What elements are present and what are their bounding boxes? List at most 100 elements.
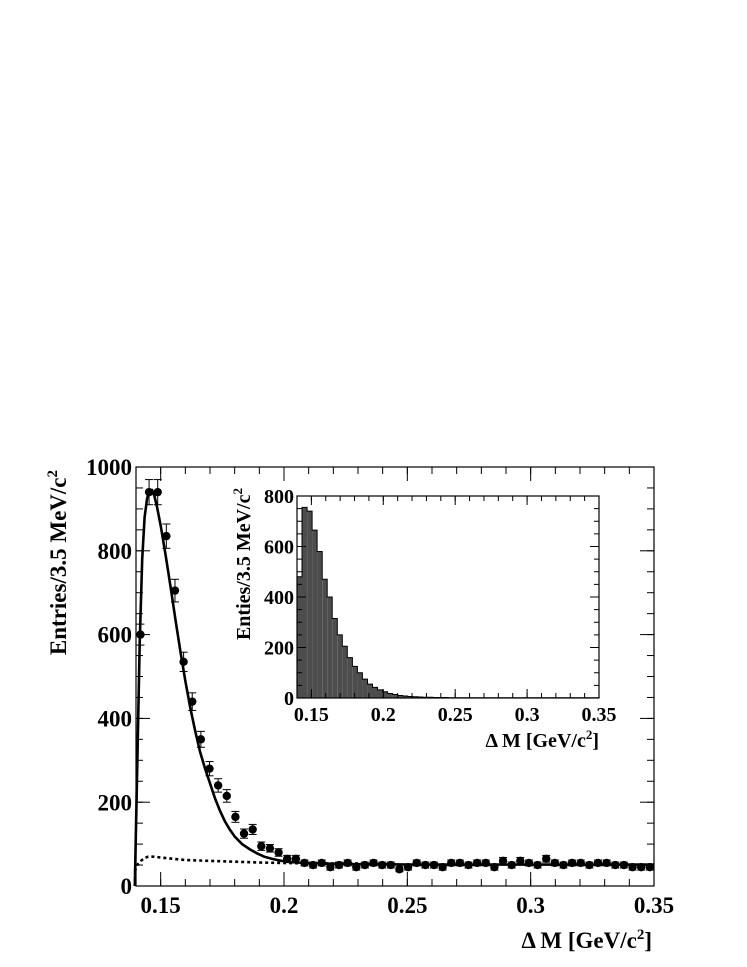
inset-plot: 0.15 0.2 0.25 0.3 0.35 0 200 400 600 800 Δ M [Ge… bbox=[230, 486, 617, 752]
data-marker bbox=[360, 860, 370, 870]
main-x-axis-label: Δ M [GeV/c2] bbox=[522, 927, 653, 953]
data-point bbox=[179, 651, 188, 672]
data-point bbox=[369, 858, 378, 868]
data-point bbox=[257, 841, 266, 851]
data-point bbox=[403, 862, 413, 872]
inset-y-axis-label-main: Enties/3.5 MeV/c bbox=[233, 494, 255, 640]
main-axis-ticks bbox=[136, 466, 655, 887]
histogram-bin bbox=[382, 691, 388, 698]
inset-y-tick-labels: 0 200 400 600 800 bbox=[264, 486, 294, 710]
inset-histogram bbox=[296, 506, 600, 699]
data-marker bbox=[257, 841, 266, 851]
histogram-bin bbox=[362, 679, 368, 698]
main-x-tick-label: 0.25 bbox=[387, 893, 427, 918]
data-marker bbox=[516, 856, 525, 866]
data-marker bbox=[507, 860, 516, 870]
data-point bbox=[213, 778, 223, 793]
data-point bbox=[188, 692, 197, 711]
data-marker bbox=[464, 860, 473, 870]
data-point bbox=[611, 860, 620, 870]
inset-x-tick-labels: 0.15 0.2 0.25 0.3 0.35 bbox=[294, 704, 617, 726]
data-point bbox=[636, 862, 646, 872]
data-marker bbox=[222, 791, 231, 801]
main-y-axis-label-main: Entries/3.5 MeV/c bbox=[46, 478, 71, 656]
main-y-tick-label: 1000 bbox=[86, 455, 132, 480]
data-marker bbox=[239, 829, 249, 838]
data-point bbox=[593, 858, 603, 868]
data-point bbox=[542, 854, 551, 863]
inset-x-axis-label-tail: ] bbox=[592, 730, 599, 752]
main-y-axis-label: Entries/3.5 MeV/c2 bbox=[45, 470, 71, 655]
data-point bbox=[222, 789, 231, 803]
inset-x-tick-label: 0.15 bbox=[294, 704, 329, 726]
data-point bbox=[429, 860, 439, 870]
data-point bbox=[162, 523, 171, 549]
data-marker bbox=[196, 735, 206, 744]
data-marker bbox=[136, 630, 145, 639]
inset-y-tick-label: 200 bbox=[264, 638, 294, 660]
data-marker bbox=[274, 848, 283, 857]
data-point bbox=[619, 860, 629, 870]
data-marker bbox=[317, 858, 326, 868]
histogram-bin bbox=[317, 551, 323, 698]
data-marker bbox=[421, 860, 430, 870]
data-point bbox=[205, 761, 214, 777]
histogram-bin bbox=[302, 507, 308, 698]
data-point bbox=[231, 810, 240, 823]
data-point bbox=[438, 862, 447, 872]
histogram-bin bbox=[332, 618, 338, 698]
data-point bbox=[447, 858, 456, 868]
data-point bbox=[550, 858, 560, 868]
main-x-tick-label: 0.2 bbox=[270, 893, 299, 918]
data-point bbox=[395, 865, 404, 874]
data-marker bbox=[179, 657, 188, 667]
inset-x-tick-label: 0.35 bbox=[582, 704, 617, 726]
data-marker bbox=[144, 487, 154, 497]
main-x-axis-label-sup: 2 bbox=[637, 927, 645, 943]
data-point bbox=[352, 862, 361, 872]
data-marker bbox=[567, 858, 577, 868]
data-marker bbox=[490, 862, 499, 872]
histogram-bin bbox=[402, 696, 408, 698]
histogram-bin bbox=[387, 693, 393, 698]
data-point bbox=[170, 578, 180, 603]
inset-x-axis-label: Δ M [GeV/c2] bbox=[486, 727, 599, 752]
data-marker bbox=[412, 858, 421, 868]
histogram-bin bbox=[342, 646, 348, 698]
data-marker bbox=[542, 854, 551, 863]
data-point bbox=[317, 858, 326, 868]
data-point bbox=[386, 860, 396, 870]
histogram-bin bbox=[407, 696, 413, 698]
data-marker bbox=[585, 860, 594, 870]
data-marker bbox=[213, 781, 223, 790]
data-point bbox=[136, 623, 145, 646]
data-point bbox=[291, 854, 301, 863]
data-point bbox=[585, 860, 594, 870]
data-point bbox=[144, 479, 154, 506]
inset-y-tick-label: 800 bbox=[264, 486, 294, 508]
data-marker bbox=[447, 858, 456, 868]
histogram-bin bbox=[297, 576, 303, 698]
data-marker bbox=[231, 812, 240, 822]
data-point bbox=[498, 856, 508, 866]
data-marker bbox=[602, 858, 611, 868]
main-y-tick-label: 0 bbox=[121, 874, 133, 899]
inset-x-axis-label-sup: 2 bbox=[586, 727, 593, 742]
data-point bbox=[645, 862, 655, 872]
data-point bbox=[567, 858, 577, 868]
main-y-tick-label: 800 bbox=[98, 539, 133, 564]
inset-y-tick-label: 400 bbox=[264, 587, 294, 609]
data-marker bbox=[153, 487, 162, 497]
histogram-bin bbox=[367, 684, 373, 698]
data-marker bbox=[369, 858, 378, 868]
inset-x-tick-label: 0.25 bbox=[438, 704, 473, 726]
histogram-bin bbox=[322, 579, 328, 698]
data-marker bbox=[334, 860, 344, 870]
inset-y-axis-label: Enties/3.5 MeV/c2 bbox=[230, 488, 255, 640]
histogram-bin bbox=[412, 696, 418, 698]
data-point bbox=[265, 844, 275, 853]
data-point bbox=[455, 858, 465, 868]
data-point bbox=[602, 858, 611, 868]
data-point bbox=[343, 858, 352, 868]
data-marker bbox=[386, 860, 396, 870]
